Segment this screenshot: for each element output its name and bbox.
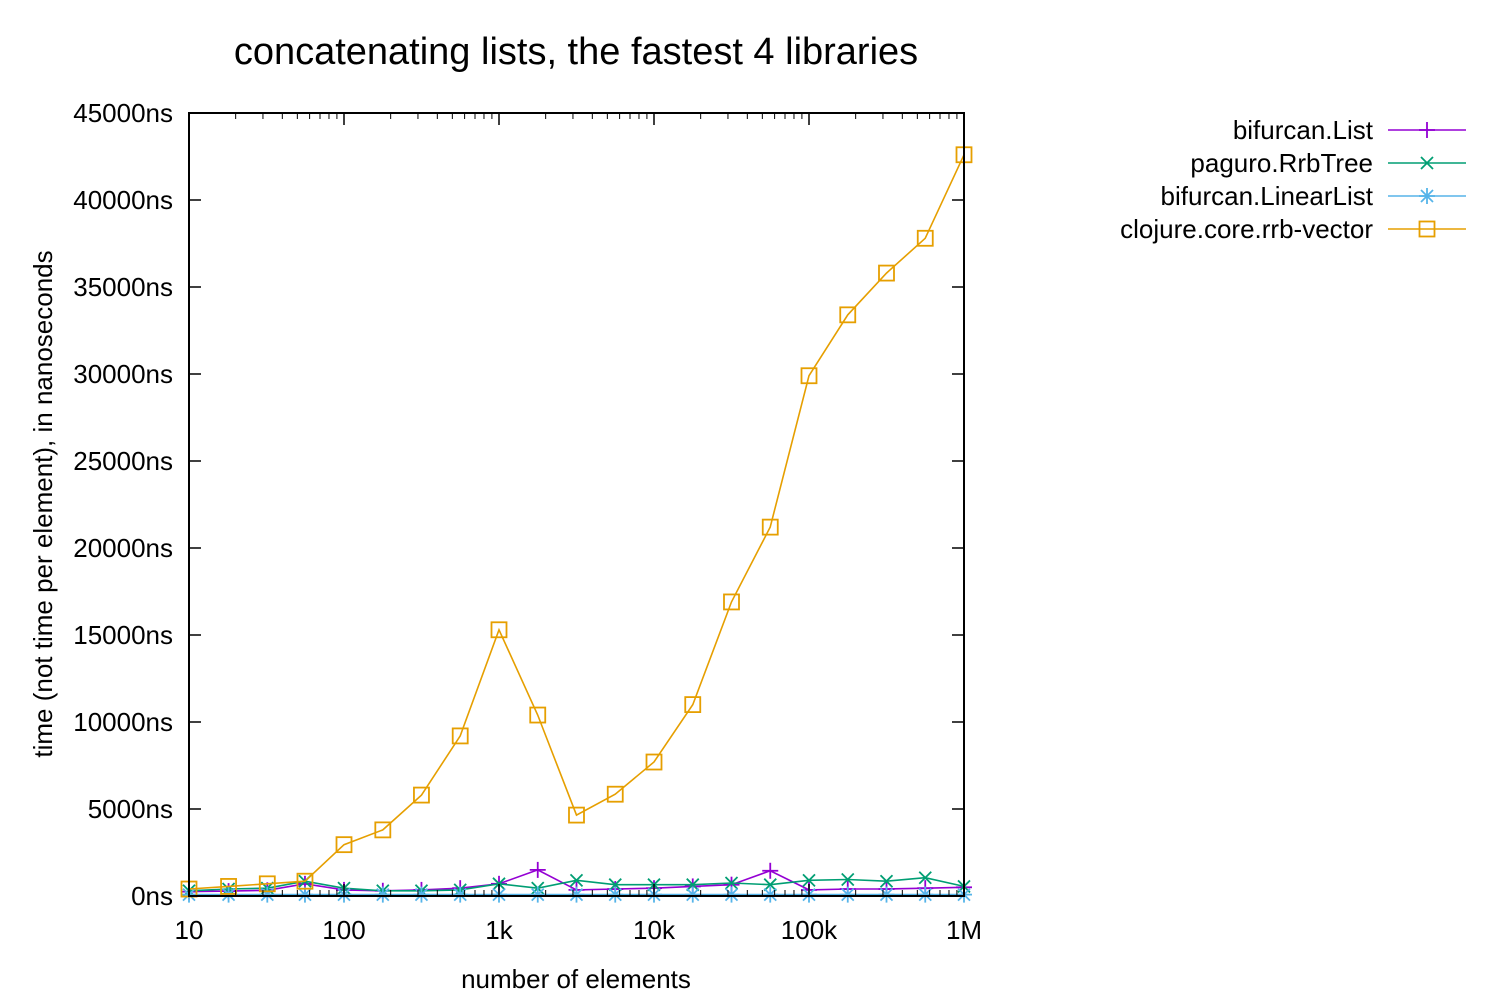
data-point-paguro-rrbtree bbox=[724, 876, 739, 890]
y-tick-label: 45000ns bbox=[73, 98, 173, 128]
legend-label-clojure-core-rrb-vector: clojure.core.rrb-vector bbox=[1120, 214, 1373, 244]
y-tick-label: 40000ns bbox=[73, 185, 173, 215]
data-point-bifurcan-linearlist bbox=[723, 886, 740, 903]
data-point-bifurcan-linearlist bbox=[568, 886, 585, 903]
data-point-paguro-rrbtree bbox=[802, 873, 816, 887]
data-point-clojure-core-rrb-vector bbox=[374, 821, 392, 839]
data-point-clojure-core-rrb-vector bbox=[296, 872, 314, 890]
x-tick-label: 1k bbox=[485, 915, 513, 945]
y-tick-label: 30000ns bbox=[73, 359, 173, 389]
data-point-clojure-core-rrb-vector bbox=[529, 706, 547, 724]
data-point-paguro-rrbtree bbox=[763, 878, 777, 892]
data-point-bifurcan-linearlist bbox=[259, 886, 276, 903]
data-point-clojure-core-rrb-vector bbox=[839, 306, 857, 324]
data-point-clojure-core-rrb-vector bbox=[723, 593, 740, 611]
legend-label-bifurcan-list: bifurcan.List bbox=[1233, 115, 1374, 145]
data-point-clojure-core-rrb-vector bbox=[451, 727, 469, 745]
data-point-bifurcan-linearlist bbox=[452, 886, 469, 903]
y-axis-label: time (not time per element), in nanoseco… bbox=[28, 250, 58, 757]
x-axis-label: number of elements bbox=[461, 964, 691, 994]
x-tick-label: 100 bbox=[322, 915, 365, 945]
data-point-paguro-rrbtree bbox=[879, 874, 894, 888]
data-point-bifurcan-linearlist bbox=[917, 886, 934, 903]
data-point-clojure-core-rrb-vector bbox=[916, 229, 934, 247]
plot-frame bbox=[188, 112, 965, 897]
data-point-clojure-core-rrb-vector bbox=[220, 878, 237, 895]
x-tick-label: 1M bbox=[946, 915, 982, 945]
x-tick-label: 10k bbox=[633, 915, 676, 945]
data-point-bifurcan-linearlist bbox=[839, 886, 856, 903]
ticks-layer: 0ns 5000ns 10000ns 15000ns 20000ns 25000ns 300… bbox=[73, 98, 982, 945]
data-point-clojure-core-rrb-vector bbox=[335, 836, 353, 854]
y-tick-label: 20000ns bbox=[73, 533, 173, 563]
data-point-paguro-rrbtree bbox=[918, 871, 932, 885]
y-tick-label: 35000ns bbox=[73, 272, 173, 302]
y-tick-label: 15000ns bbox=[73, 620, 173, 650]
data-point-bifurcan-linearlist bbox=[878, 886, 895, 903]
data-point-clojure-core-rrb-vector bbox=[490, 621, 508, 639]
y-tick-label: 10000ns bbox=[73, 707, 173, 737]
data-point-bifurcan-linearlist bbox=[762, 886, 779, 903]
data-point-clojure-core-rrb-vector bbox=[761, 518, 779, 536]
x-tick-label: 10 bbox=[175, 915, 204, 945]
series-layer bbox=[180, 146, 973, 903]
series-line-clojure-core-rrb-vector bbox=[188, 154, 965, 890]
data-point-bifurcan-linearlist bbox=[374, 886, 391, 903]
legend-label-paguro-rrbtree: paguro.RrbTree bbox=[1190, 148, 1373, 178]
data-point-clojure-core-rrb-vector bbox=[413, 786, 430, 804]
legend-marker-bifurcan-linearlist bbox=[1419, 188, 1435, 204]
data-point-bifurcan-linearlist bbox=[413, 886, 430, 903]
data-point-paguro-rrbtree bbox=[686, 878, 700, 892]
data-point-clojure-core-rrb-vector bbox=[606, 785, 624, 803]
data-point-paguro-rrbtree bbox=[841, 872, 855, 887]
chart-title: concatenating lists, the fastest 4 libra… bbox=[234, 31, 918, 73]
data-point-clojure-core-rrb-vector bbox=[878, 264, 895, 282]
data-point-bifurcan-linearlist bbox=[684, 886, 701, 903]
legend: bifurcan.Listpaguro.RrbTreebifurcan.Line… bbox=[1120, 115, 1466, 244]
legend-marker-clojure-core-rrb-vector bbox=[1418, 220, 1436, 238]
data-point-clojure-core-rrb-vector bbox=[684, 696, 702, 713]
data-point-clojure-core-rrb-vector bbox=[568, 806, 585, 824]
legend-marker-bifurcan-list bbox=[1419, 122, 1435, 138]
legend-marker-paguro-rrbtree bbox=[1420, 156, 1434, 170]
data-point-bifurcan-list bbox=[762, 862, 779, 879]
data-point-paguro-rrbtree bbox=[569, 873, 584, 887]
x-tick-label: 100k bbox=[781, 915, 838, 945]
data-point-clojure-core-rrb-vector bbox=[645, 753, 663, 771]
data-point-paguro-rrbtree bbox=[608, 878, 622, 892]
data-point-clojure-core-rrb-vector bbox=[800, 367, 818, 385]
data-point-bifurcan-linearlist bbox=[607, 886, 624, 903]
y-tick-label: 5000ns bbox=[88, 794, 173, 824]
y-tick-label: 0ns bbox=[131, 881, 173, 911]
data-point-paguro-rrbtree bbox=[492, 877, 506, 891]
data-point-bifurcan-list bbox=[529, 861, 546, 878]
data-point-clojure-core-rrb-vector bbox=[258, 875, 276, 893]
legend-label-bifurcan-linearlist: bifurcan.LinearList bbox=[1161, 181, 1374, 211]
y-tick-label: 25000ns bbox=[73, 446, 173, 476]
data-point-bifurcan-linearlist bbox=[529, 886, 546, 903]
